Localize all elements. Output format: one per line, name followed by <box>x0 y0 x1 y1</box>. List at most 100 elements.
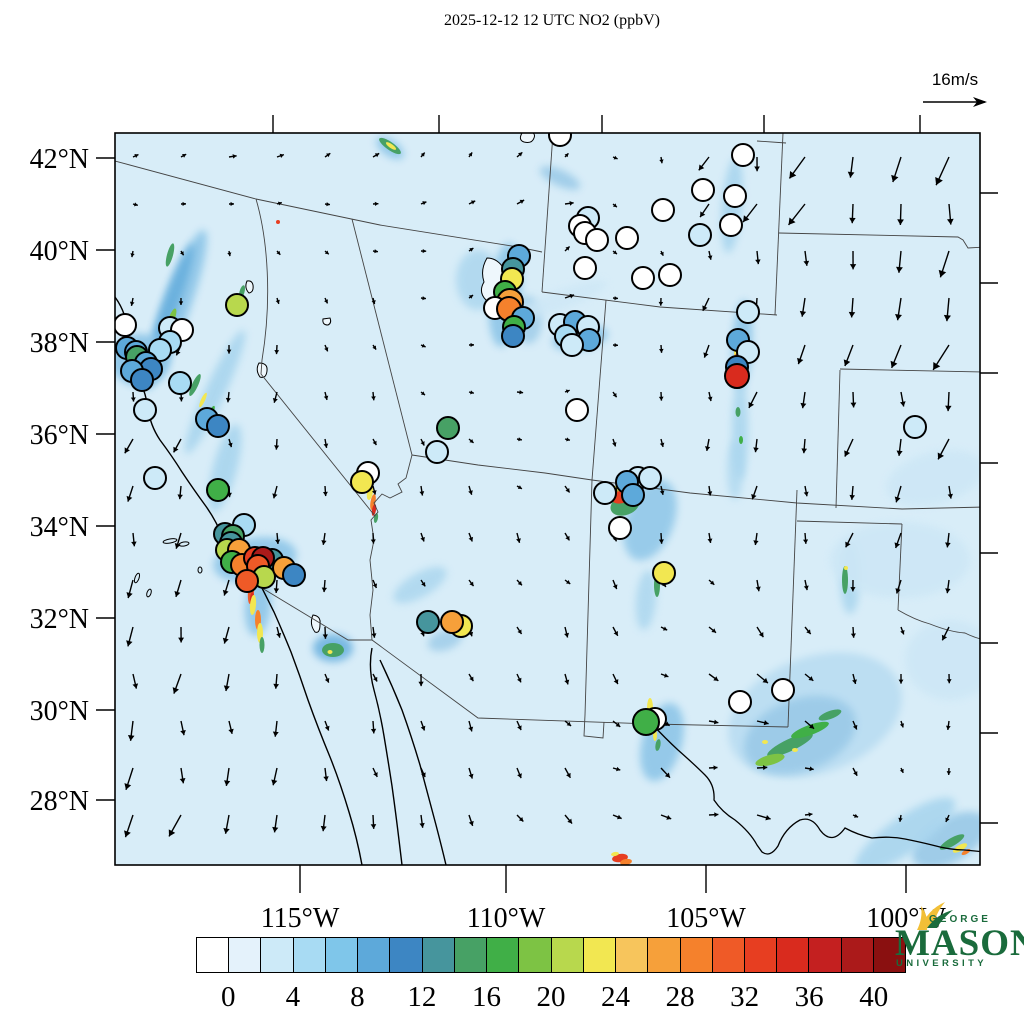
colorbar-tick-label: 32 <box>730 981 760 1013</box>
no2-plume <box>767 733 813 757</box>
station-marker <box>651 198 675 222</box>
colorbar-cell <box>454 938 488 972</box>
station-marker <box>719 213 743 237</box>
lon-tick-label: 105°W <box>666 903 746 934</box>
station-marker <box>425 440 449 464</box>
lake-outline <box>245 280 254 294</box>
station-marker <box>168 371 192 395</box>
gmu-wheat-icon <box>917 902 953 930</box>
state-border <box>897 609 980 640</box>
no2-plume <box>327 650 333 654</box>
colorbar-tick-label: 0 <box>221 981 236 1013</box>
station-marker <box>501 324 525 348</box>
state-border <box>255 198 376 517</box>
state-border <box>115 160 257 200</box>
station-marker <box>903 415 927 439</box>
station-marker <box>632 708 660 736</box>
colorbar-tick-label: 36 <box>794 981 824 1013</box>
station-marker <box>688 223 712 247</box>
no2-plume <box>385 142 397 150</box>
river-border <box>651 723 980 855</box>
state-border <box>835 369 841 509</box>
wind-reference-label: 16m/s <box>931 70 979 89</box>
station-marker <box>658 263 682 287</box>
state-border <box>261 587 789 728</box>
no2-plume <box>393 566 447 604</box>
station-marker <box>771 678 795 702</box>
wind-reference-legend: 16m/s <box>905 70 1005 117</box>
colorbar-tick-label: 16 <box>471 981 501 1013</box>
station-marker <box>631 266 655 290</box>
island-outline <box>133 572 141 584</box>
lat-tick-label: 36°N <box>30 420 89 451</box>
station-marker <box>724 363 750 389</box>
lat-tick-label: 28°N <box>30 786 89 817</box>
no2-plume <box>735 407 741 417</box>
colorbar-cell <box>648 938 681 972</box>
colorbar-cell <box>293 938 326 972</box>
island-outline <box>197 566 203 574</box>
colorbar-tick-label: 20 <box>536 981 566 1013</box>
state-border <box>756 140 787 144</box>
no2-plume <box>635 570 657 630</box>
state-border <box>541 133 554 293</box>
station-marker <box>585 228 609 252</box>
colorbar-cell <box>519 938 552 972</box>
state-border <box>839 368 980 373</box>
lake-outline <box>256 362 268 378</box>
state-border <box>796 520 903 525</box>
lat-tick-label: 38°N <box>30 328 89 359</box>
station-marker <box>235 569 259 593</box>
no2-plume <box>259 637 265 653</box>
station-marker <box>731 143 755 167</box>
lat-tick-label: 30°N <box>30 696 89 727</box>
station-marker <box>548 133 572 147</box>
colorbar-tick-label: 40 <box>859 981 889 1013</box>
station-marker <box>416 610 440 634</box>
colorbar-cell <box>616 938 649 972</box>
station-marker <box>608 516 632 540</box>
colorbar-cell <box>583 938 617 972</box>
station-marker <box>565 398 589 422</box>
no2-plume <box>755 753 785 767</box>
no2-plume <box>844 566 848 570</box>
no2-plume <box>792 748 798 752</box>
lon-tick-label: 110°W <box>467 903 546 934</box>
colorbar-cell <box>358 938 391 972</box>
colorbar-cell <box>777 938 810 972</box>
station-marker <box>728 690 752 714</box>
colorbar-gradient <box>196 937 906 973</box>
colorbar-cell <box>744 938 778 972</box>
island-outline <box>146 588 152 598</box>
station-marker <box>225 293 249 317</box>
station-marker <box>560 333 584 357</box>
map-frame <box>114 132 981 866</box>
colorbar-cell <box>325 938 359 972</box>
station-marker <box>130 368 154 392</box>
logo-line-university: UNIVERSITY <box>896 958 988 969</box>
colorbar-tick-label: 28 <box>665 981 695 1013</box>
colorbar-cell <box>809 938 842 972</box>
station-marker <box>350 470 374 494</box>
no2-plume <box>322 643 344 657</box>
no2-plume <box>905 620 980 700</box>
station-marker <box>206 478 230 502</box>
no2-plume <box>939 834 965 850</box>
no2-plume <box>762 740 768 744</box>
state-border <box>897 523 903 611</box>
station-marker <box>440 610 464 634</box>
logo-line-george: GEORGE <box>929 914 991 925</box>
wind-reference-arrow-icon <box>923 97 987 107</box>
colorbar-tick-label: 12 <box>407 981 437 1013</box>
station-markers <box>115 133 927 736</box>
colorbar-cell <box>261 938 294 972</box>
no2-plume <box>199 392 207 408</box>
no2-plume <box>655 739 661 751</box>
state-border <box>255 198 543 253</box>
state-border <box>351 218 413 456</box>
station-marker <box>282 563 306 587</box>
station-marker <box>593 481 617 505</box>
colorbar-cell <box>551 938 584 972</box>
colorbar-cell <box>873 938 906 972</box>
title-datetime: 2025-12-12 12 UTC NO <box>444 12 602 29</box>
